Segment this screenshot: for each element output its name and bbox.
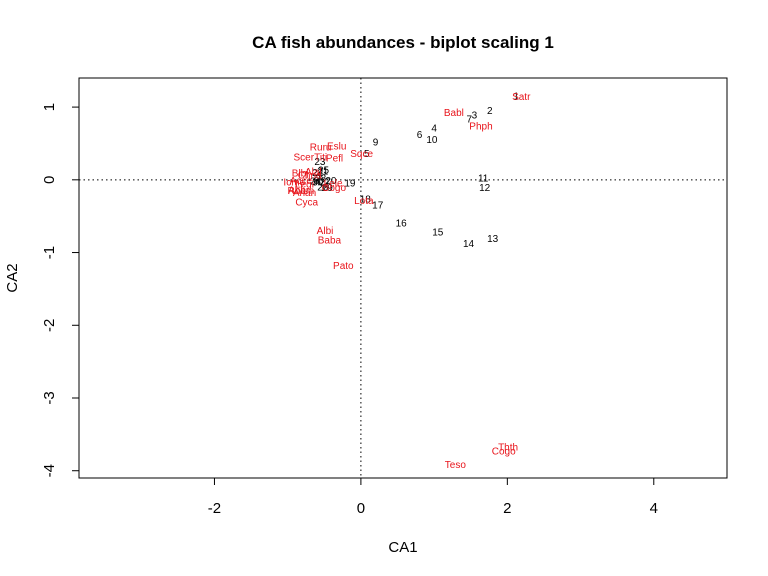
species-label-point: Cyca xyxy=(295,198,318,209)
x-axis-label: CA1 xyxy=(388,539,417,556)
species-label-point: Legi xyxy=(295,179,314,190)
site-label-point: 10 xyxy=(426,135,438,146)
species-labels: Cogo Satr Phph Babl Thth Teso Chna Pato Lele Sqce… xyxy=(283,92,531,471)
site-label-point: 18 xyxy=(360,195,372,206)
site-label-point: 13 xyxy=(487,234,499,245)
x-tick-label: -2 xyxy=(208,500,221,517)
site-label-point: 14 xyxy=(463,239,475,250)
species-label-point: Albi xyxy=(317,226,334,237)
y-axis-label: CA2 xyxy=(4,263,21,292)
site-label-point: 1 xyxy=(513,91,519,102)
site-label-point: 19 xyxy=(344,179,356,190)
species-label-point: Ruru xyxy=(310,142,332,153)
y-tick-label: -1 xyxy=(41,246,58,259)
chart-title: CA fish abundances - biplot scaling 1 xyxy=(252,33,554,52)
y-tick-label: 0 xyxy=(41,176,58,184)
plot-frame xyxy=(78,77,728,479)
site-label-point: 3 xyxy=(472,110,478,121)
x-tick-label: 4 xyxy=(650,500,658,517)
species-label-point: Blbj xyxy=(292,169,309,180)
species-label-point: Sqce xyxy=(350,149,373,160)
species-label-point: Anan xyxy=(293,188,316,199)
species-label-point: Gogo xyxy=(322,183,347,194)
site-label-point: 17 xyxy=(372,201,384,212)
species-label-point: Baba xyxy=(318,235,342,246)
site-label-point: 15 xyxy=(432,227,444,238)
species-label-point: Scer xyxy=(294,153,315,164)
species-label-point: Eslu xyxy=(327,142,346,153)
species-label-point: Lele xyxy=(324,179,343,190)
species-label-point: Babl xyxy=(444,108,464,119)
site-label-point: 21 xyxy=(317,166,329,177)
site-label-point: 24 xyxy=(310,177,322,188)
species-label-point: Rham xyxy=(288,186,315,197)
site-label-point: 27 xyxy=(319,177,331,188)
site-label-point: 7 xyxy=(466,115,472,126)
species-label-point: Alal xyxy=(305,167,322,178)
site-label-point: 8 xyxy=(313,176,319,187)
species-label-point: Abbr xyxy=(288,185,310,196)
site-label-point: 22 xyxy=(312,168,324,179)
species-label-point: Titi xyxy=(314,153,327,164)
species-label-point: Acce xyxy=(290,176,313,187)
species-label-point: Pefl xyxy=(326,153,343,164)
species-label-point: Phph xyxy=(469,121,492,132)
y-tick-label: -3 xyxy=(41,391,58,404)
species-label-point: Thth xyxy=(498,443,518,454)
species-label-point: Pato xyxy=(333,261,354,272)
site-label-point: 12 xyxy=(479,183,491,194)
site-label-point: 2 xyxy=(487,106,493,117)
site-label-point: 26 xyxy=(317,182,329,193)
y-tick-label: -2 xyxy=(41,319,58,332)
site-label-point: 29 xyxy=(322,183,334,194)
species-label-point: Satr xyxy=(512,92,531,103)
y-tick-label: 1 xyxy=(41,103,58,111)
site-label-point: 23 xyxy=(314,157,326,168)
species-label-point: Icme xyxy=(283,177,305,188)
x-tick-label: 2 xyxy=(503,500,511,517)
site-label-point: 25 xyxy=(318,166,330,177)
species-label-point: Chna xyxy=(298,171,322,182)
site-label-point: 30 xyxy=(312,177,324,188)
species-label-point: Teso xyxy=(445,460,467,471)
species-label-point: Cogo xyxy=(492,446,516,457)
site-label-point: 4 xyxy=(431,123,437,134)
site-label-point: 6 xyxy=(417,130,423,141)
site-label-point: 20 xyxy=(325,176,337,187)
site-label-point: 5 xyxy=(364,149,370,160)
site-label-point: 16 xyxy=(396,219,408,230)
site-label-point: 9 xyxy=(373,137,379,148)
x-tick-label: 0 xyxy=(357,500,365,517)
site-label-point: 28 xyxy=(315,174,327,185)
species-label-point: Lota xyxy=(354,196,374,207)
y-tick-label: -4 xyxy=(41,464,58,477)
site-label-point: 11 xyxy=(478,174,489,185)
